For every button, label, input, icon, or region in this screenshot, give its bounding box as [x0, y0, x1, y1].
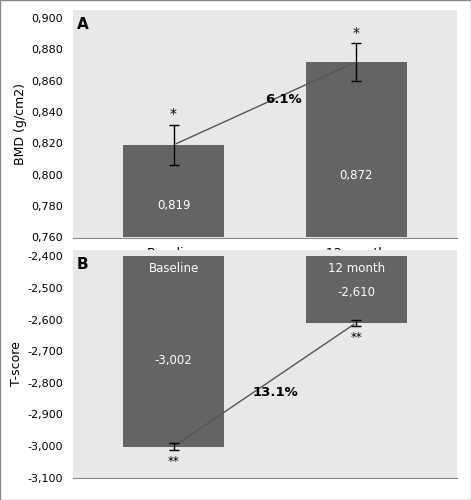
- Text: -2,610: -2,610: [337, 286, 375, 300]
- Text: Baseline: Baseline: [148, 262, 199, 275]
- Text: *: *: [353, 26, 360, 40]
- Bar: [306, 256, 406, 322]
- Text: A: A: [77, 17, 89, 32]
- Text: 6.1%: 6.1%: [265, 93, 301, 106]
- Text: -3,002: -3,002: [154, 354, 193, 368]
- Text: 12 month: 12 month: [328, 262, 385, 275]
- Bar: [306, 62, 406, 238]
- Bar: [123, 145, 224, 238]
- Text: B: B: [77, 257, 89, 272]
- Text: 13.1%: 13.1%: [253, 386, 299, 398]
- Text: **: **: [350, 330, 362, 344]
- Text: 0,872: 0,872: [340, 170, 373, 182]
- Text: 0,819: 0,819: [157, 198, 190, 211]
- Bar: [123, 256, 224, 446]
- Text: *: *: [170, 108, 177, 122]
- Text: **: **: [168, 455, 179, 468]
- Y-axis label: BMD (g/cm2): BMD (g/cm2): [15, 82, 27, 165]
- Y-axis label: T-score: T-score: [10, 342, 24, 386]
